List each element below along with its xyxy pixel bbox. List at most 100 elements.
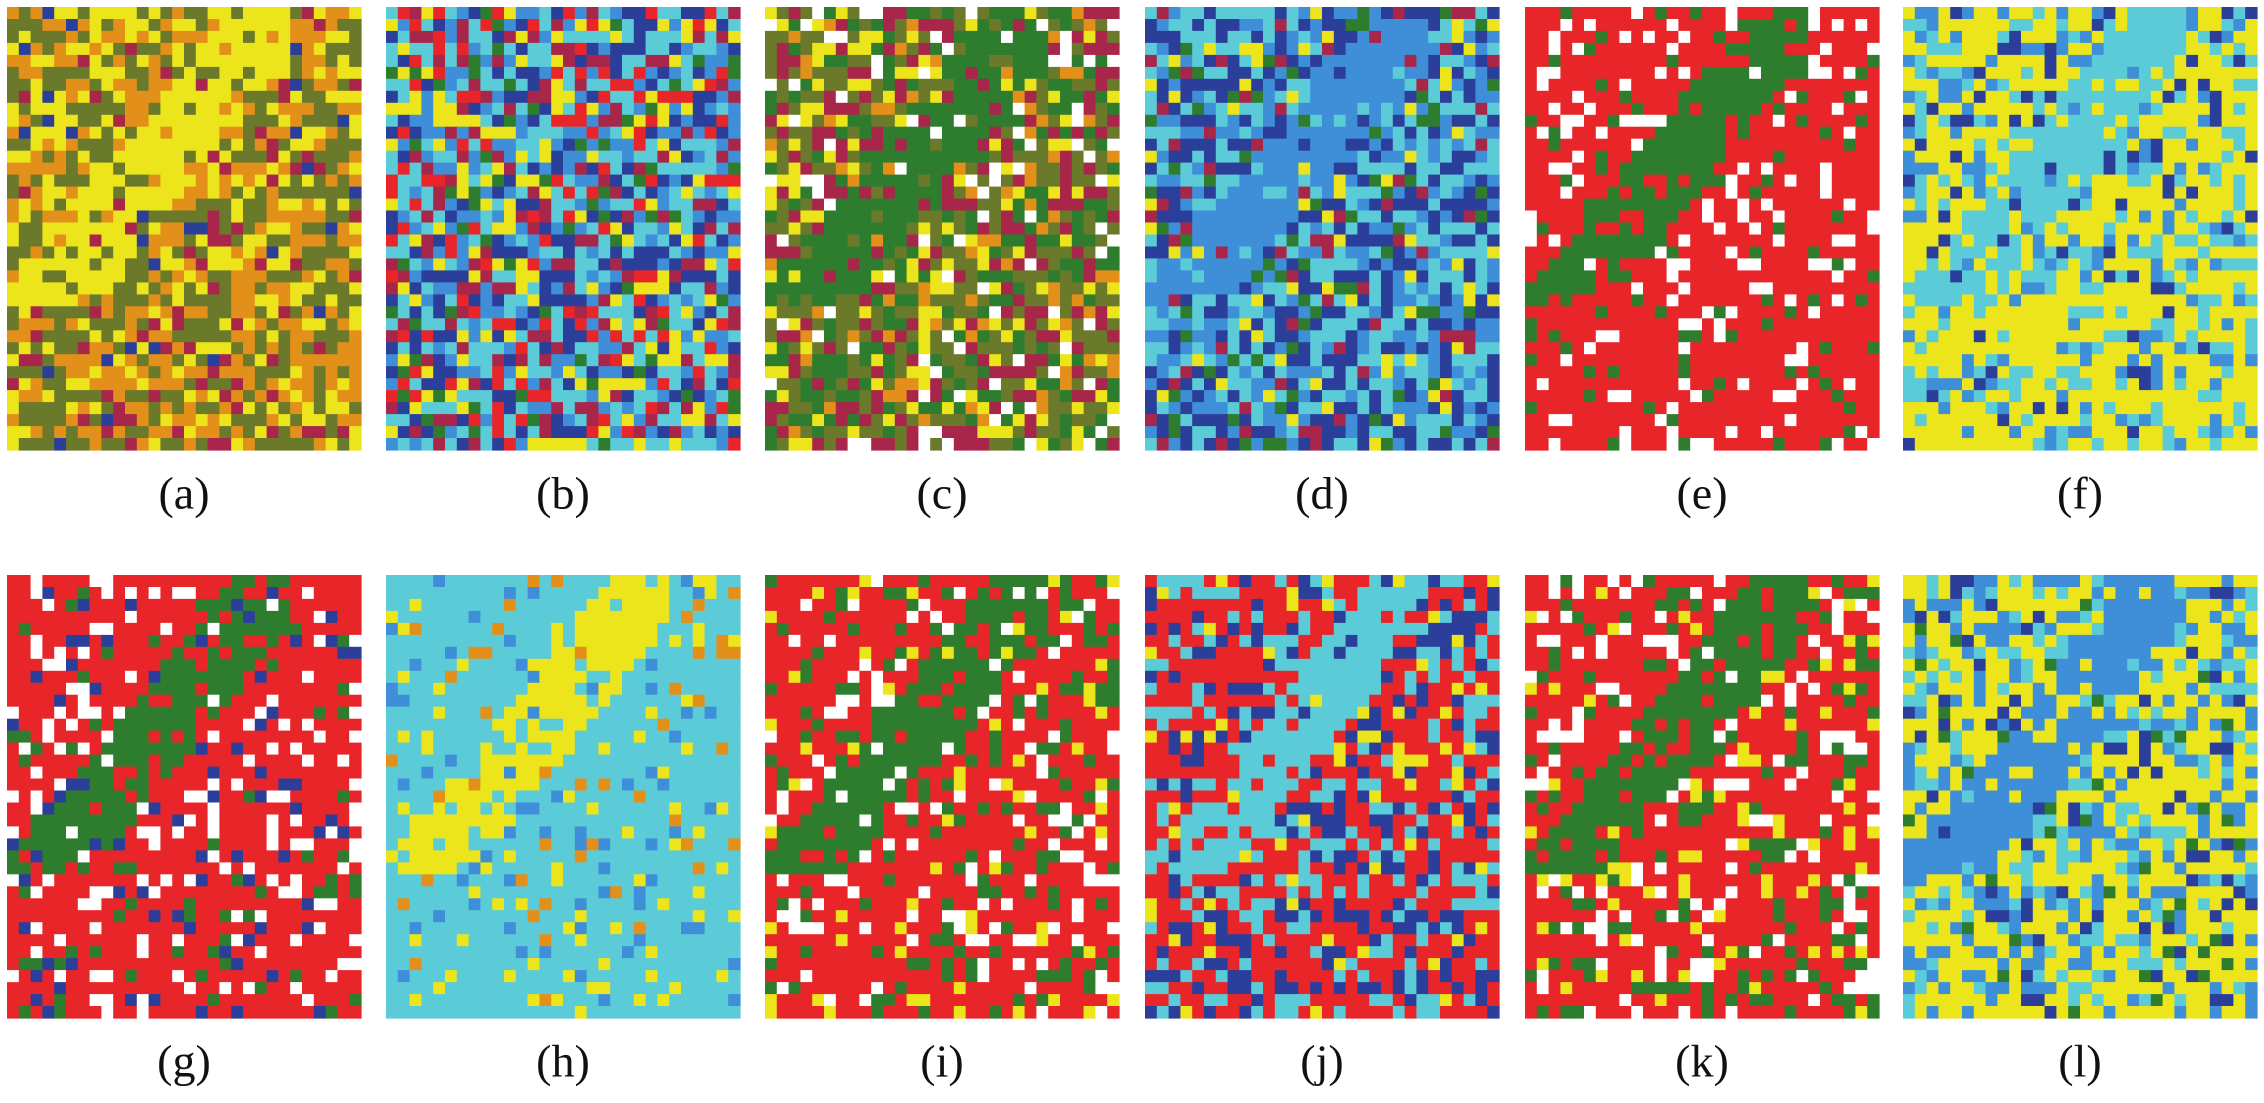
map-pixel — [1463, 246, 1476, 260]
map-pixel — [1392, 270, 1406, 283]
map-pixel — [1180, 174, 1193, 188]
map-pixel — [1060, 294, 1073, 307]
map-pixel — [788, 90, 801, 104]
map-pixel — [1643, 78, 1656, 92]
map-pixel — [883, 210, 896, 224]
map-pixel — [1192, 234, 1205, 248]
map-pixel — [622, 174, 635, 188]
map-pixel — [278, 210, 291, 224]
map-pixel — [254, 126, 268, 140]
map-pixel — [788, 54, 801, 68]
map-pixel — [1263, 414, 1276, 427]
map-pixel — [504, 306, 517, 319]
map-pixel — [1168, 270, 1181, 283]
map-pixel — [1345, 210, 1358, 224]
map-pixel — [480, 7, 493, 20]
map-pixel — [1713, 42, 1727, 56]
map-pixel — [1749, 54, 1762, 68]
map-pixel — [728, 438, 741, 451]
map-pixel — [953, 174, 967, 188]
map-pixel — [397, 198, 411, 212]
map-pixel — [1012, 282, 1026, 295]
map-pixel — [1024, 126, 1037, 140]
map-pixel — [716, 294, 729, 307]
map-pixel — [1855, 90, 1868, 104]
map-pixel — [1440, 42, 1453, 56]
map-pixel — [1831, 174, 1845, 188]
map-pixel — [883, 66, 896, 80]
map-pixel — [1333, 66, 1347, 80]
map-pixel — [835, 270, 849, 283]
map-pixel — [1036, 318, 1049, 331]
map-pixel — [1156, 186, 1170, 200]
map-pixel — [207, 246, 220, 260]
map-pixel — [290, 174, 303, 188]
map-pixel — [148, 210, 161, 224]
map-pixel — [942, 138, 955, 152]
map-pixel — [1274, 282, 1288, 295]
map-pixel — [1286, 162, 1299, 176]
map-pixel — [1548, 114, 1561, 128]
map-pixel — [918, 270, 931, 283]
map-pixel — [930, 354, 943, 367]
map-pixel — [1440, 366, 1453, 379]
map-pixel — [1416, 126, 1429, 140]
map-pixel — [633, 282, 647, 295]
map-pixel — [824, 246, 837, 260]
map-pixel — [290, 126, 303, 140]
map-pixel — [563, 402, 576, 415]
map-pixel — [622, 318, 635, 331]
map-pixel — [1107, 354, 1120, 367]
map-pixel — [871, 270, 884, 283]
map-pixel — [160, 354, 173, 367]
map-pixel — [1036, 282, 1049, 295]
map-pixel — [1843, 66, 1856, 80]
map-pixel — [433, 330, 446, 343]
map-pixel — [1678, 7, 1691, 20]
map-pixel — [136, 54, 150, 68]
map-pixel — [1298, 258, 1311, 271]
map-pixel — [704, 114, 717, 128]
map-pixel — [172, 330, 185, 343]
map-pixel — [989, 258, 1002, 271]
map-pixel — [716, 102, 729, 116]
map-pixel — [906, 318, 919, 331]
map-pixel — [563, 438, 576, 451]
map-pixel — [1145, 138, 1158, 152]
map-pixel — [657, 54, 670, 68]
map-pixel — [160, 150, 173, 164]
map-pixel — [1572, 222, 1585, 236]
map-pixel — [1310, 210, 1323, 224]
classification-map — [765, 7, 1120, 451]
map-pixel — [883, 174, 896, 188]
map-pixel — [1381, 246, 1394, 260]
map-pixel — [859, 426, 872, 439]
map-pixel — [1071, 150, 1085, 164]
map-pixel — [515, 282, 529, 295]
map-pixel — [1475, 186, 1488, 200]
map-pixel — [1286, 30, 1299, 44]
map-pixel — [1666, 54, 1679, 68]
map-pixel — [1796, 198, 1809, 212]
map-pixel — [1001, 186, 1014, 200]
map-pixel — [349, 234, 362, 248]
map-pixel — [1451, 138, 1465, 152]
map-pixel — [1525, 126, 1538, 140]
map-pixel — [1286, 186, 1299, 200]
map-pixel — [942, 102, 955, 116]
map-pixel — [657, 138, 670, 152]
map-pixel — [1737, 126, 1750, 140]
map-pixel — [1263, 222, 1276, 236]
map-pixel — [1451, 378, 1465, 391]
map-pixel — [1548, 42, 1561, 56]
map-pixel — [504, 258, 517, 271]
map-pixel — [302, 138, 315, 152]
map-pixel — [918, 390, 931, 403]
map-pixel — [456, 138, 470, 152]
map-pixel — [302, 366, 315, 379]
map-pixel — [1607, 162, 1620, 176]
map-pixel — [136, 30, 150, 44]
map-pixel — [337, 126, 350, 140]
map-pixel — [716, 342, 729, 355]
map-pixel — [598, 402, 611, 415]
